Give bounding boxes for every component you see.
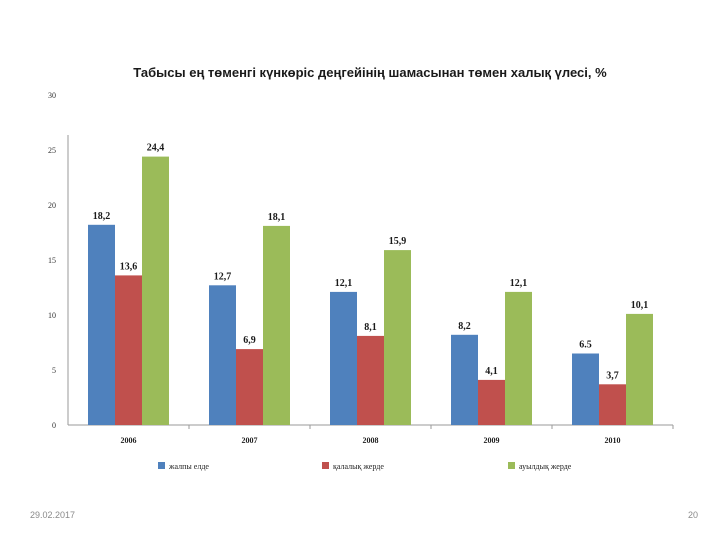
legend-label: ауылдық жерде: [519, 462, 572, 471]
legend-swatch: [158, 462, 165, 469]
bar: [451, 334, 478, 425]
data-label: 10,1: [631, 300, 649, 311]
x-tick-label: 2009: [484, 436, 500, 445]
data-label: 3,7: [606, 370, 619, 381]
bar: [478, 379, 505, 425]
legend-swatch: [508, 462, 515, 469]
legend: жалпы елде қалалық жерде ауылдық жерде: [158, 462, 572, 471]
data-label: 12,1: [335, 278, 353, 289]
footer-date: 29.02.2017: [30, 510, 76, 520]
y-tick-label: 10: [48, 311, 56, 320]
bars: 18,2 13,6 24,4 12,7 6,9 18,1 12,1 8,1 15,9 8,2 4,1…: [88, 143, 653, 425]
x-tick-labels: 2006 2007 2008 2009 2010: [121, 436, 621, 445]
bar: [384, 250, 411, 425]
data-label: 8,1: [364, 322, 377, 333]
y-tick-label: 25: [48, 146, 56, 155]
bar: [572, 353, 599, 425]
y-tick-label: 30: [48, 91, 56, 100]
y-tick-label: 15: [48, 256, 56, 265]
bar: [263, 225, 290, 425]
y-tick-label: 5: [52, 366, 56, 375]
x-tick-label: 2007: [242, 436, 258, 445]
data-label: 18,2: [93, 211, 111, 222]
bar: [599, 384, 626, 425]
y-tick-label: 0: [52, 421, 56, 430]
x-tick-label: 2010: [605, 436, 621, 445]
x-tick-label: 2006: [121, 436, 137, 445]
data-label: 6,9: [243, 335, 256, 346]
data-label: 13,6: [120, 261, 138, 272]
legend-label: қалалық жерде: [333, 462, 384, 471]
bar: [505, 291, 532, 425]
bar: [88, 224, 115, 425]
bar: [142, 156, 169, 425]
data-label: 12,1: [510, 278, 528, 289]
data-label: 6.5: [579, 340, 592, 351]
data-label: 4,1: [485, 366, 498, 377]
data-label: 12,7: [214, 271, 232, 282]
data-label: 15,9: [389, 236, 407, 247]
bar: [357, 335, 384, 425]
page-number: 20: [687, 510, 698, 520]
data-label: 18,1: [268, 212, 286, 223]
bar: [115, 275, 142, 425]
x-tick-label: 2008: [363, 436, 379, 445]
legend-label: жалпы елде: [168, 462, 209, 471]
bar: [626, 313, 653, 425]
y-tick-label: 20: [48, 201, 56, 210]
bar: [236, 349, 263, 425]
chart-title: Табысы ең төменгі күнкөріс деңгейінің ша…: [133, 65, 607, 80]
data-label: 24,4: [147, 143, 165, 154]
bar: [209, 285, 236, 425]
legend-swatch: [322, 462, 329, 469]
data-label: 8,2: [458, 321, 471, 332]
bar: [330, 291, 357, 425]
